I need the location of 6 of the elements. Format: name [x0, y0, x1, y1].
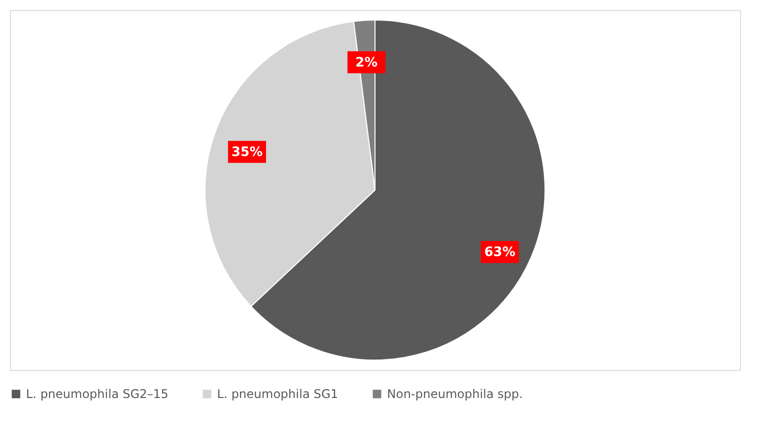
data-label: 63%	[484, 245, 516, 260]
data-label: 2%	[355, 55, 378, 70]
data-label: 35%	[231, 144, 263, 160]
legend-label: L. pneumophila SG2–15	[26, 387, 168, 401]
legend-label: Non-pneumophila spp.	[387, 387, 523, 401]
legend-label: L. pneumophila SG1	[217, 387, 338, 401]
